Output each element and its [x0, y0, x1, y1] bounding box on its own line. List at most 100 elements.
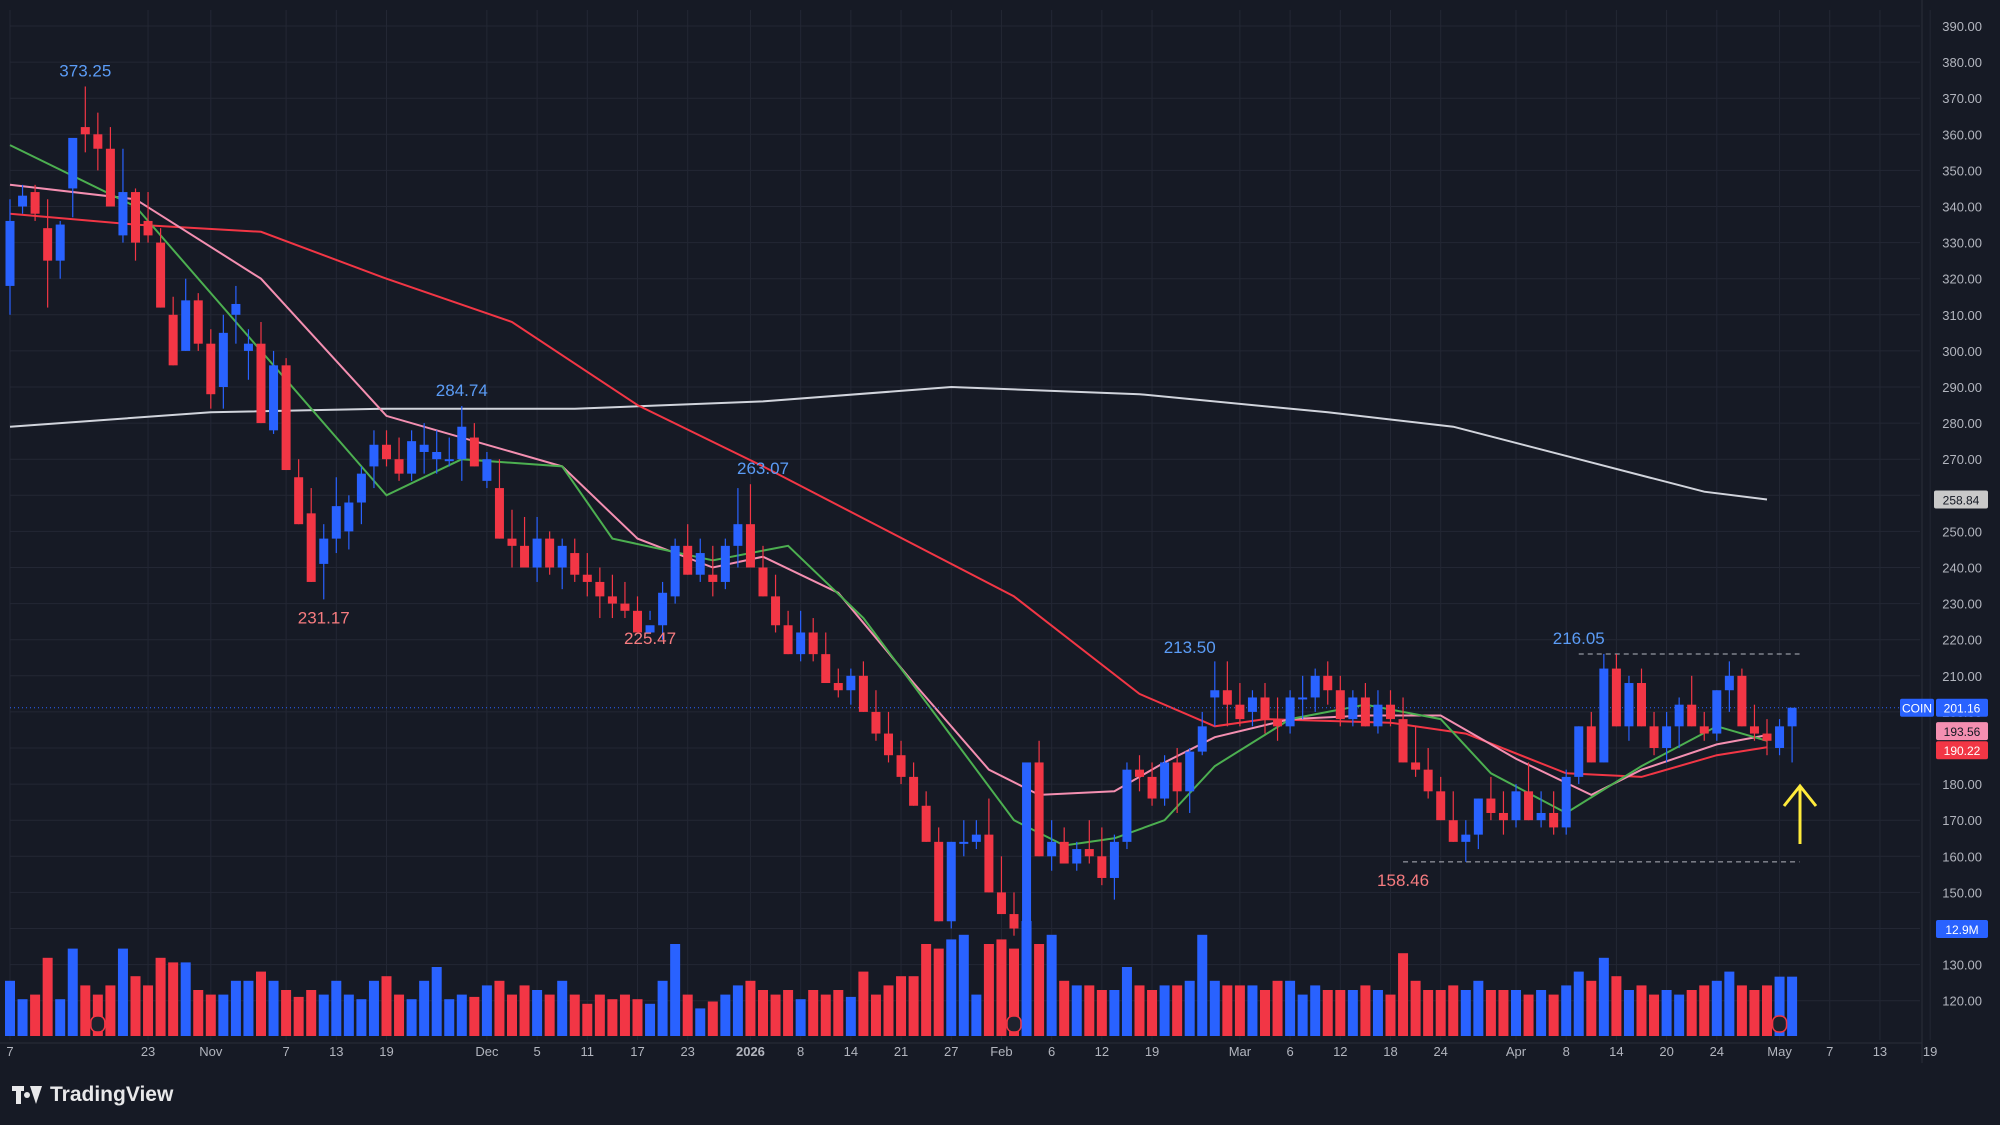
candle-body: [1059, 841, 1069, 864]
candle-body: [181, 300, 191, 351]
candle-body: [1511, 791, 1521, 821]
candle-body: [1260, 697, 1270, 720]
candle-body: [5, 220, 15, 286]
price-tick-label: 290.00: [1942, 380, 1982, 395]
candle-body: [294, 477, 304, 525]
volume-bar: [820, 994, 831, 1036]
volume-bar: [783, 990, 794, 1036]
price-badge-label: 193.56: [1944, 725, 1981, 739]
time-tick-label: 7: [282, 1044, 289, 1059]
candle-body: [269, 365, 279, 431]
volume-bar: [1234, 985, 1245, 1036]
time-tick-label: 8: [1563, 1044, 1570, 1059]
candle-body: [1172, 762, 1182, 792]
volume-bar: [1511, 990, 1521, 1036]
candle-body: [1022, 762, 1032, 929]
volume-bar: [933, 948, 944, 1036]
time-tick-label: 19: [379, 1044, 393, 1059]
volume-bar: [1736, 985, 1747, 1036]
volume-bar: [1310, 985, 1321, 1036]
volume-bar: [1335, 990, 1346, 1036]
candle-body: [708, 574, 718, 582]
volume-bar: [1247, 985, 1258, 1036]
price-badge: [1934, 490, 1988, 509]
volume-bar: [1623, 990, 1634, 1036]
volume-bar: [1034, 944, 1045, 1036]
time-tick-label: 14: [1609, 1044, 1623, 1059]
candle-body: [1398, 719, 1408, 763]
candle-body: [369, 444, 379, 467]
candle-body: [1749, 726, 1759, 734]
candle-body: [1423, 769, 1433, 792]
volume-bar: [670, 944, 681, 1036]
time-tick-label: Mar: [1229, 1044, 1252, 1059]
candle-body: [394, 459, 404, 474]
time-tick-label: 24: [1710, 1044, 1724, 1059]
candle-body: [570, 553, 580, 575]
candle-body: [520, 545, 530, 568]
price-tick-label: 230.00: [1942, 597, 1982, 612]
volume-bar: [1711, 980, 1722, 1036]
candle-body: [243, 343, 253, 351]
volume-bar: [331, 980, 342, 1036]
time-tick-label: 19: [1923, 1044, 1937, 1059]
volume-bar: [732, 985, 743, 1036]
time-tick-label: 2026: [736, 1044, 765, 1059]
candle-body: [1197, 726, 1207, 752]
volume-bar: [143, 985, 154, 1036]
candle-body: [93, 134, 103, 149]
volume-bar: [406, 999, 417, 1036]
candle-body: [105, 148, 115, 207]
price-chart[interactable]: 373.25 284.74 231.17 263.07 225.47 213.50 216.…: [0, 0, 2000, 1063]
volume-bar: [695, 1008, 706, 1036]
time-scale[interactable]: 7 23 Nov 7 13 19 Dec 5 11 17 23 2026 8 14 21 27 Feb 6 12 19…: [6, 1044, 1937, 1059]
volume-bar: [1749, 990, 1760, 1036]
price-badge: [1936, 741, 1988, 760]
candle-body: [1687, 704, 1697, 727]
candlesticks[interactable]: [5, 86, 1797, 936]
volume-bar: [996, 939, 1007, 1036]
volume-bar: [444, 999, 455, 1036]
price-tick-label: 330.00: [1942, 236, 1982, 251]
candle-body: [620, 603, 630, 611]
candle-body: [407, 441, 417, 474]
volume-bar: [1661, 990, 1672, 1036]
candle-body: [808, 632, 818, 655]
price-tick-label: 220.00: [1942, 633, 1982, 648]
candle-body: [1097, 856, 1107, 878]
level-lines: [10, 653, 1920, 863]
time-tick-label: 14: [844, 1044, 858, 1059]
candle-body: [1160, 762, 1170, 799]
candle-body: [1662, 726, 1672, 748]
volume-bar: [230, 980, 241, 1036]
volume-bar: [858, 971, 869, 1036]
volume-bar: [908, 976, 919, 1036]
candle-body: [1787, 707, 1797, 727]
volume-bar: [619, 994, 630, 1036]
candle-body: [733, 524, 743, 546]
tradingview-logo[interactable]: TradingView: [12, 1083, 173, 1107]
volume-bar: [1134, 985, 1145, 1036]
time-tick-label: 12: [1333, 1044, 1347, 1059]
price-tick-label: 270.00: [1942, 452, 1982, 467]
candle-body: [557, 545, 567, 568]
volume-bar: [845, 996, 856, 1036]
time-tick-label: 5: [533, 1044, 540, 1059]
candle-body: [670, 545, 680, 597]
volume-bar: [168, 962, 179, 1036]
volume-bar: [293, 996, 304, 1036]
volume-bar: [946, 939, 957, 1036]
volume-bar: [356, 999, 367, 1036]
candle-body: [745, 524, 755, 568]
volume-bar: [1172, 985, 1183, 1036]
candle-body: [344, 502, 354, 532]
candle-body: [884, 733, 893, 756]
brand-label: TradingView: [50, 1083, 174, 1106]
price-tick-label: 310.00: [1942, 308, 1982, 323]
volume-bar: [557, 980, 568, 1036]
volume-bar: [1573, 971, 1584, 1036]
candle-body: [494, 488, 504, 539]
candle-body: [1335, 690, 1345, 720]
candle-body: [1624, 683, 1634, 727]
price-annotations: 373.25 284.74 231.17 263.07 225.47 213.50 216.…: [59, 61, 1604, 889]
